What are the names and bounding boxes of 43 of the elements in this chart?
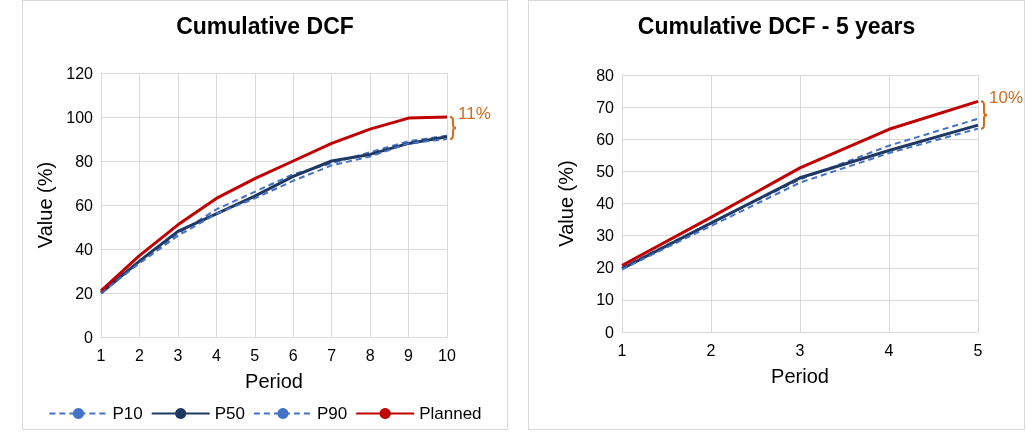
x-tick-label: 1 — [617, 341, 627, 359]
y-tick-label: 10 — [596, 291, 615, 309]
annotation: 11% — [458, 104, 491, 123]
y-tick-label: 80 — [596, 66, 615, 84]
y-tick-label: 40 — [596, 195, 615, 212]
x-tick-label: 2 — [134, 346, 144, 364]
y-tick-label: 80 — [75, 152, 94, 170]
x-tick-label: 1 — [96, 346, 106, 364]
y-tick-label: 40 — [75, 240, 94, 258]
x-tick-label: 5 — [250, 346, 260, 364]
legend-label: P10 — [112, 404, 143, 423]
x-tick-label: 3 — [795, 341, 805, 359]
x-tick-label: 4 — [884, 341, 894, 359]
y-tick-label: 20 — [596, 259, 615, 277]
annotation: 10% — [989, 88, 1024, 108]
legend-label: P50 — [214, 404, 245, 423]
y-tick-label: 0 — [84, 328, 94, 346]
y-tick-label: 100 — [66, 108, 94, 126]
legend-label: Planned — [419, 404, 482, 423]
y-tick-label: 60 — [75, 196, 94, 214]
x-tick-label: 5 — [973, 341, 983, 359]
y-axis-title: Value (%) — [34, 161, 56, 249]
y-tick-label: 30 — [596, 227, 615, 245]
x-axis-title: Period — [245, 370, 303, 392]
x-tick-label: 2 — [706, 341, 716, 359]
x-tick-label: 10 — [438, 346, 456, 364]
x-tick-label: 4 — [211, 346, 221, 364]
y-tick-label: 60 — [596, 130, 615, 148]
y-tick-label: 20 — [75, 284, 94, 302]
y-tick-label: 50 — [596, 162, 615, 180]
x-tick-label: 9 — [404, 346, 414, 364]
chart-title: Cumulative DCF — [176, 12, 354, 39]
y-tick-label: 120 — [66, 64, 94, 82]
x-tick-label: 8 — [365, 346, 375, 364]
y-tick-label: 70 — [596, 98, 615, 116]
y-tick-label: 0 — [605, 323, 615, 341]
x-tick-label: 7 — [327, 346, 337, 364]
x-tick-label: 3 — [173, 346, 183, 364]
chart-title: Cumulative DCF - 5 years — [637, 12, 916, 39]
legend-label: P90 — [316, 404, 348, 423]
y-axis-title: Value (%) — [555, 160, 577, 247]
x-tick-label: 6 — [288, 346, 298, 364]
x-axis-title: Period — [771, 365, 829, 387]
